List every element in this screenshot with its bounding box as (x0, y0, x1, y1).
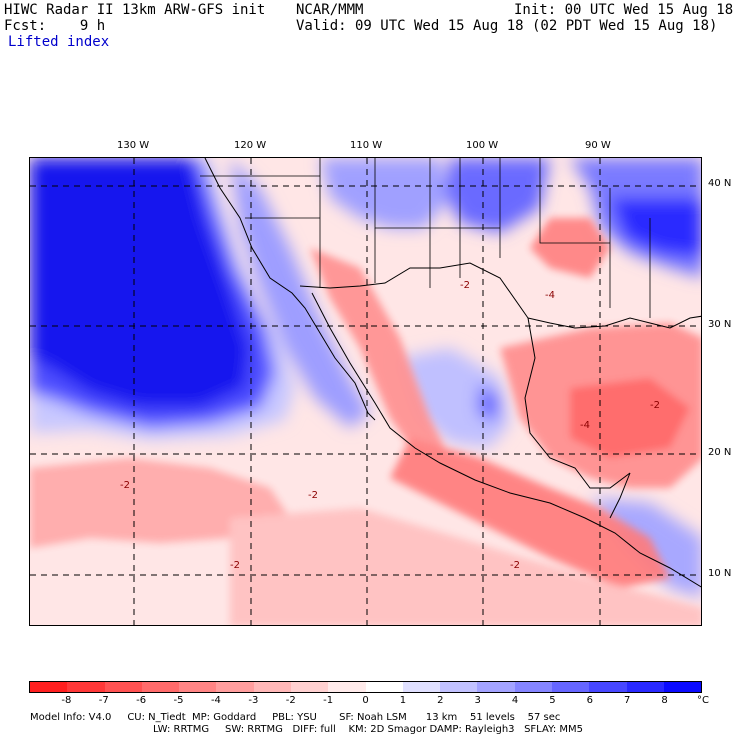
colorbar-tick-label: -4 (210, 695, 221, 706)
colorbar-tick-label: -5 (173, 695, 184, 706)
colorbar-swatch (290, 682, 329, 692)
graticule (30, 158, 701, 625)
colorbar-tick-label: 4 (511, 695, 519, 706)
lon-label-110w: 110 W (350, 140, 383, 151)
colorbar-tick-label: 0 (362, 695, 369, 706)
contour-label: -2 (120, 480, 130, 491)
colorbar-tick-label: 1 (399, 695, 407, 706)
contour-label: -4 (580, 420, 590, 431)
colorbar-tick-label: 2 (437, 695, 444, 706)
colorbar-swatch (104, 682, 142, 692)
field-name: Lifted index (8, 34, 110, 50)
stable-region (30, 158, 701, 598)
lon-label-90w: 90 W (585, 140, 611, 151)
colorbar-swatch (30, 682, 68, 692)
colorbar-tick-label: -1 (323, 695, 334, 706)
colorbar-swatch (67, 682, 105, 692)
colorbar (29, 681, 702, 693)
lat-label-10n: 10 N (708, 568, 732, 579)
contour-labels: -2 -2 -4 -4 -2 -2 -2 -2 (120, 280, 660, 571)
lat-label-20n: 20 N (708, 447, 732, 458)
colorbar-tick-label: 3 (474, 695, 481, 706)
lon-label-130w: 130 W (117, 140, 150, 151)
contour-label: -2 (308, 490, 318, 501)
colorbar-swatch (328, 682, 366, 692)
model-title: HIWC Radar II 13km ARW-GFS init (4, 2, 266, 18)
colorbar-swatch (626, 682, 664, 692)
colorbar-swatch (402, 682, 441, 692)
colorbar-swatch (589, 682, 627, 692)
lat-label-40n: 40 N (708, 178, 732, 189)
colorbar-swatch (179, 682, 217, 692)
state-borders (200, 158, 651, 318)
lat-label-30n: 30 N (708, 319, 732, 330)
contour-label: -2 (460, 280, 470, 291)
colorbar-tick-label: 7 (624, 695, 631, 706)
colorbar-labels: -8 -7 -6 -5 -4 -3 -2 -1 0 1 2 3 4 5 6 7 8 (29, 695, 702, 707)
colorbar-swatch (365, 682, 403, 692)
agency-label: NCAR/MMM (296, 2, 364, 18)
colorbar-swatch (141, 682, 180, 692)
colorbar-swatch (477, 682, 515, 692)
colorbar-swatch (440, 682, 478, 692)
colorbar-swatch (216, 682, 254, 692)
forecast-hour: Fcst: 9 h (4, 18, 106, 34)
colorbar-swatch (514, 682, 552, 692)
contour-label: -2 (510, 560, 520, 571)
colorbar-tick-label: -8 (61, 695, 72, 706)
lifted-index-map: -2 -2 -4 -4 -2 -2 -2 -2 (29, 157, 702, 626)
contour-label: -4 (545, 290, 555, 301)
lon-label-100w: 100 W (466, 140, 499, 151)
model-info-line2: LW: RRTMG SW: RRTMG DIFF: full KM: 2D Sm… (153, 724, 583, 735)
colorbar-unit: °C (697, 695, 709, 706)
colorbar-swatch (253, 682, 291, 692)
colorbar-tick-label: 5 (549, 695, 556, 706)
colorbar-swatch (551, 682, 590, 692)
colorbar-tick-label: -3 (248, 695, 259, 706)
colorbar-tick-label: 8 (661, 695, 668, 706)
valid-time: Valid: 09 UTC Wed 15 Aug 18 (02 PDT Wed … (296, 18, 718, 34)
map-svg: -2 -2 -4 -4 -2 -2 -2 -2 (30, 158, 701, 625)
contour-label: -2 (230, 560, 240, 571)
colorbar-tick-label: -6 (136, 695, 147, 706)
colorbar-swatch (663, 682, 702, 692)
colorbar-tick-label: 6 (586, 695, 594, 706)
colorbar-tick-label: -2 (285, 695, 296, 706)
init-time: Init: 00 UTC Wed 15 Aug 18 (514, 2, 734, 18)
coastlines (204, 158, 701, 588)
colorbar-tick-label: -7 (98, 695, 109, 706)
lon-label-120w: 120 W (234, 140, 267, 151)
model-info-line1: Model Info: V4.0 CU: N_Tiedt MP: Goddard… (30, 712, 561, 723)
contour-label: -2 (650, 400, 660, 411)
